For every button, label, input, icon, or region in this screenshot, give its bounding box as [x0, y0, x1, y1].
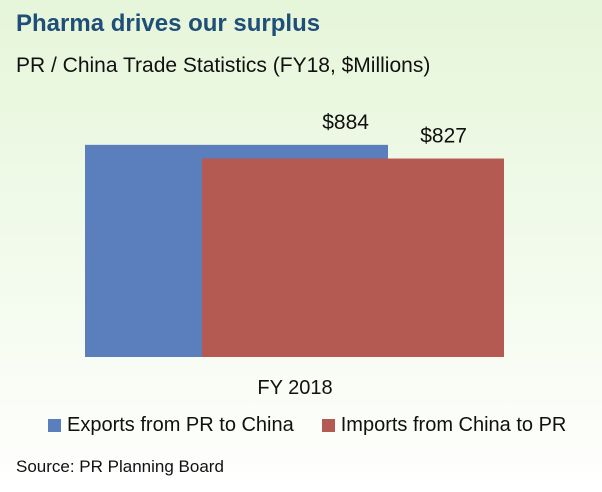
chart-subtitle: PR / China Trade Statistics (FY18, $Mill… [16, 54, 431, 77]
bar-imports [202, 158, 504, 357]
category-label: FY 2018 [257, 377, 332, 399]
chart-title: Pharma drives our surplus [16, 10, 321, 37]
legend-label-imports: Imports from China to PR [340, 414, 567, 436]
legend-swatch-imports [321, 419, 335, 432]
legend-label-exports: Exports from PR to China [67, 414, 294, 436]
source-note: Source: PR Planning Board [16, 457, 224, 476]
legend-swatch-exports [48, 419, 61, 432]
data-label-exports: $884 [322, 111, 369, 134]
legend-item-imports: Imports from China to PR [321, 414, 567, 437]
chart-legend: Exports from PR to China Imports from Ch… [48, 414, 594, 437]
legend-item-exports: Exports from PR to China [48, 414, 294, 437]
data-label-imports: $827 [420, 125, 467, 148]
